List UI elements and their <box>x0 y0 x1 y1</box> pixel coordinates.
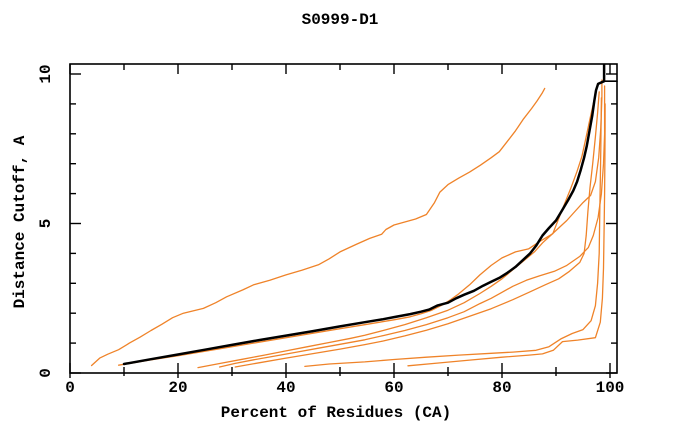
x-tick-label: 20 <box>168 379 187 397</box>
curve-orange-model-7 <box>407 103 606 367</box>
y-tick-label: 10 <box>37 64 55 83</box>
x-tick-label: 60 <box>384 379 403 397</box>
y-tick-label: 0 <box>37 368 55 378</box>
x-axis-label: Percent of Residues (CA) <box>220 404 452 422</box>
x-tick-label: 100 <box>596 379 625 397</box>
y-tick-label: 5 <box>37 219 55 229</box>
x-tick-label: 80 <box>492 379 511 397</box>
x-tick-label: 40 <box>276 379 295 397</box>
curve-orange-model-2 <box>117 83 599 366</box>
curve-orange-model-6 <box>304 97 603 368</box>
y-axis-label: Distance Cutoff, A <box>11 135 29 309</box>
curve-black-reference <box>122 63 606 366</box>
curve-orange-model-5 <box>234 91 600 368</box>
curve-orange-model-4 <box>218 85 606 368</box>
curve-orange-model-1 <box>90 87 546 367</box>
x-tick-label: 0 <box>65 379 75 397</box>
chart-title: S0999-D1 <box>301 11 379 29</box>
plot-frame <box>69 63 618 374</box>
